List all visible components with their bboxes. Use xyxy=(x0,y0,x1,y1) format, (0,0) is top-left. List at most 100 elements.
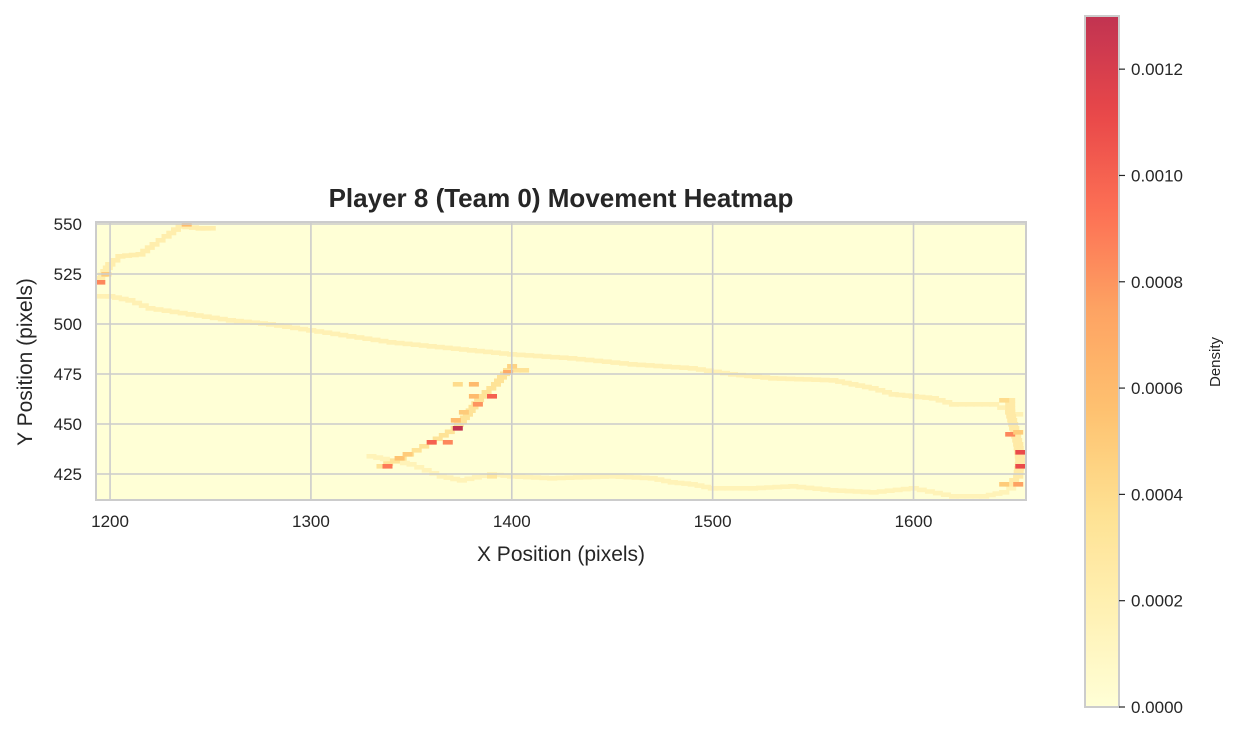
trajectory-cell xyxy=(149,242,160,247)
trajectory-cell xyxy=(166,230,177,236)
colorbar-tick-label: 0.0000 xyxy=(1131,698,1183,717)
trajectory-cell xyxy=(772,484,783,490)
trajectory-cell xyxy=(610,360,621,365)
trajectory-cell xyxy=(981,402,992,407)
trajectory-cell xyxy=(732,486,742,491)
trajectory-cell xyxy=(607,474,618,479)
trajectory-cell xyxy=(744,373,755,379)
trajectory-cell xyxy=(386,340,397,345)
y-tick-label: 550 xyxy=(54,215,82,234)
trajectory-cell xyxy=(804,485,815,491)
trajectory-cell xyxy=(1012,438,1023,443)
hotspot-cell xyxy=(402,452,413,457)
trajectory-cell xyxy=(1013,442,1024,447)
trajectory-cell xyxy=(601,359,612,364)
trajectory-cell xyxy=(895,392,906,398)
x-tick-label: 1500 xyxy=(694,512,732,531)
trajectory-cell xyxy=(443,475,454,480)
trajectory-cell xyxy=(531,475,542,480)
trajectory-cell xyxy=(932,490,943,496)
trajectory-cell xyxy=(922,395,933,400)
trajectory-cell xyxy=(760,375,771,380)
trajectory-cell xyxy=(177,310,188,316)
trajectory-cell xyxy=(876,489,887,494)
trajectory-cell xyxy=(450,476,461,482)
trajectory-cell xyxy=(458,347,469,352)
trajectory-cell xyxy=(1013,446,1024,451)
trajectory-cell xyxy=(135,252,146,257)
trajectory-cell xyxy=(992,491,1003,496)
hotspot-cell xyxy=(487,474,497,479)
trajectory-cell xyxy=(471,475,482,480)
trajectory-cell xyxy=(812,486,823,491)
trajectory-cell xyxy=(703,368,714,373)
y-axis-label: Y Position (pixels) xyxy=(14,278,37,446)
trajectory-cell xyxy=(1005,410,1016,415)
trajectory-cell xyxy=(639,475,650,481)
trajectory-cell xyxy=(481,390,492,395)
trajectory-cell xyxy=(362,336,373,341)
trajectory-cell xyxy=(796,484,807,490)
trajectory-cell xyxy=(687,366,698,371)
trajectory-cell xyxy=(868,386,879,391)
trajectory-cell xyxy=(491,382,501,387)
trajectory-cell xyxy=(949,494,959,499)
trajectory-cell xyxy=(132,300,143,306)
trajectory-cell xyxy=(942,400,953,405)
trajectory-cell xyxy=(971,494,982,499)
x-tick-label: 1600 xyxy=(895,512,933,531)
trajectory-cell xyxy=(419,444,430,449)
hotspot-cell xyxy=(1015,464,1026,469)
trajectory-cell xyxy=(949,402,959,407)
trajectory-cell xyxy=(464,476,475,482)
trajectory-cell xyxy=(161,234,172,239)
trajectory-cell xyxy=(233,318,244,324)
trajectory-cell xyxy=(541,354,552,359)
trajectory-cell xyxy=(776,376,787,381)
trajectory-cell xyxy=(957,402,967,407)
trajectory-cell xyxy=(788,484,799,489)
trajectory-cell xyxy=(695,367,706,372)
trajectory-cell xyxy=(515,352,526,358)
trajectory-cell xyxy=(225,318,236,323)
trajectory-cell xyxy=(394,340,405,346)
trajectory-cell xyxy=(125,298,136,303)
trajectory-cell xyxy=(667,480,678,485)
x-tick-label: 1400 xyxy=(493,512,531,531)
trajectory-cell xyxy=(1013,474,1024,479)
trajectory-cell xyxy=(785,376,796,382)
trajectory-cell xyxy=(841,380,852,386)
trajectory-cell xyxy=(940,492,951,497)
trajectory-cell xyxy=(378,338,389,344)
trajectory-cell xyxy=(593,358,604,364)
trajectory-cell xyxy=(1005,398,1016,403)
plot-area xyxy=(95,221,1027,501)
trajectory-cell xyxy=(373,455,384,460)
colorbar-ticks: 0.0000 0.0002 0.0004 0.0006 0.0008 0.0010 0.00… xyxy=(1119,60,1183,717)
trajectory-cell xyxy=(884,488,895,493)
hotspot-cell xyxy=(1013,430,1024,435)
colorbar-label: Density xyxy=(1207,336,1224,387)
trajectory-cell xyxy=(653,363,664,369)
trajectory-cell xyxy=(532,353,543,359)
trajectory-cell xyxy=(195,226,206,231)
trajectory-cell xyxy=(138,303,149,308)
hotspot-cell xyxy=(468,382,479,387)
trajectory-cell xyxy=(694,483,705,488)
trajectory-cell xyxy=(701,484,712,490)
trajectory-cell xyxy=(169,309,180,315)
plot-frame xyxy=(95,221,1027,501)
y-tick-label: 525 xyxy=(54,265,82,284)
grid-lines xyxy=(96,222,1026,500)
trajectory-cell xyxy=(736,372,747,378)
hotspot-cell xyxy=(442,440,453,445)
trajectory-cell xyxy=(748,486,759,491)
trajectory-cell xyxy=(389,458,400,464)
colorbar-tick-label: 0.0008 xyxy=(1131,273,1183,292)
trajectory-cell xyxy=(438,433,449,438)
trajectory-cell xyxy=(965,402,975,407)
hotspot-cell xyxy=(1005,432,1016,437)
trajectory-cell xyxy=(118,296,129,302)
trajectory-cell xyxy=(835,379,846,384)
trajectory-cell xyxy=(916,487,927,493)
